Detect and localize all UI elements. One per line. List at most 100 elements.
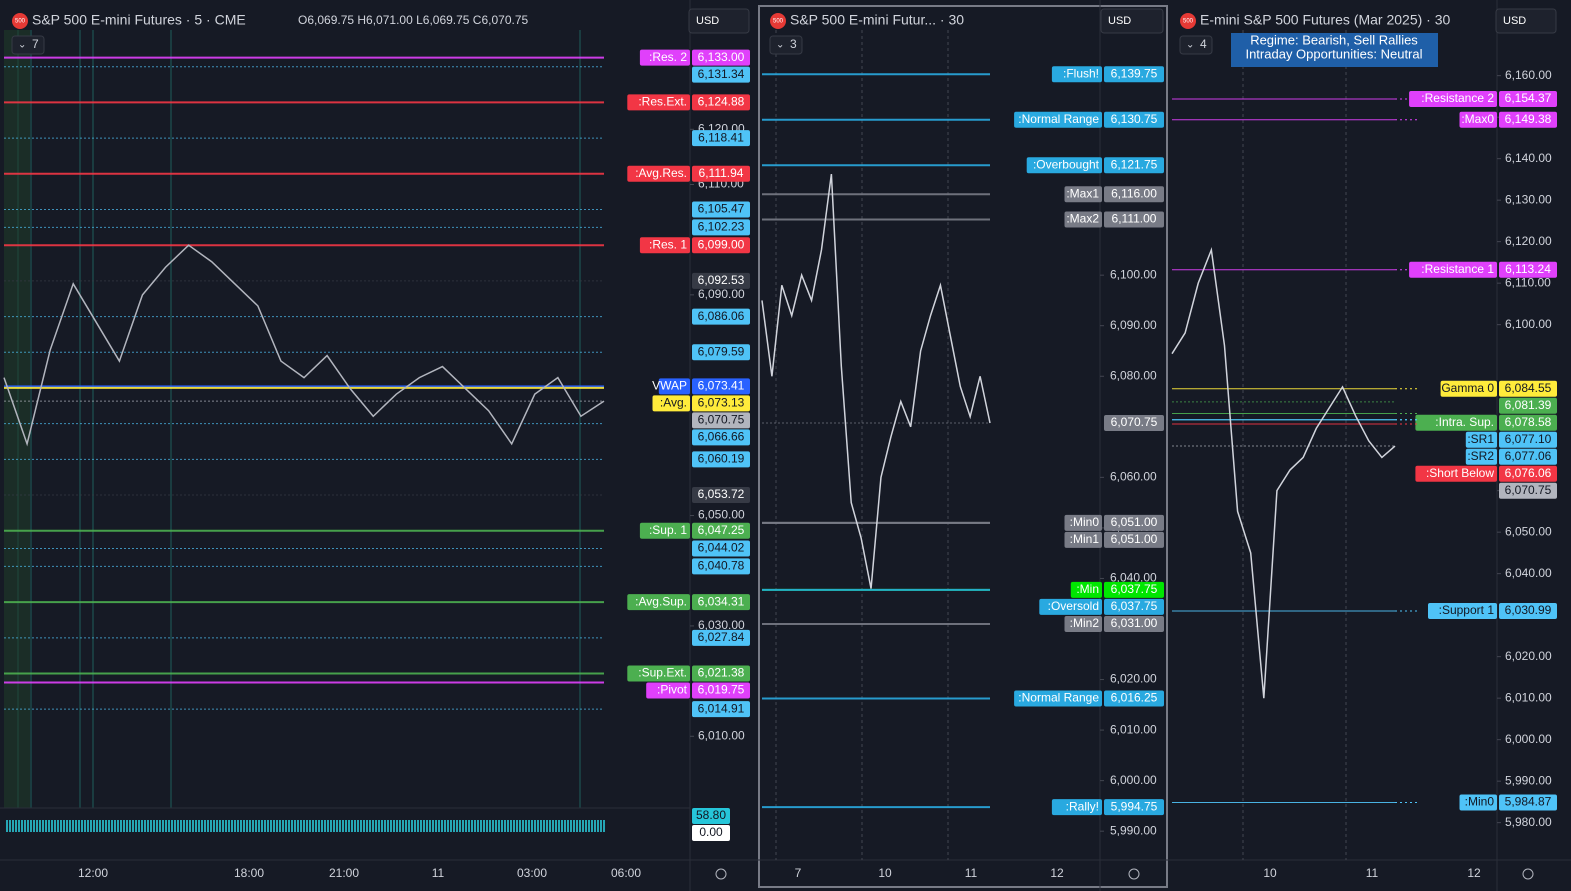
level-value: 6,084.55 <box>1505 381 1552 395</box>
volume-bar <box>486 820 488 832</box>
volume-bar <box>516 820 518 832</box>
time-label: 21:00 <box>329 866 359 880</box>
time-label: 12:00 <box>78 866 108 880</box>
level-value: 6,047.25 <box>698 523 745 537</box>
currency-select[interactable] <box>1495 8 1557 34</box>
level-name-box <box>627 165 690 182</box>
volume-bar <box>579 820 581 832</box>
volume-bar <box>111 820 113 832</box>
volume-bar <box>153 820 155 832</box>
level-value: 6,030.99 <box>1505 603 1552 617</box>
volume-bar <box>249 820 251 832</box>
level-name-box <box>646 682 690 699</box>
level-value-box <box>1499 603 1557 620</box>
level-value: 6,105.47 <box>698 202 745 216</box>
volume-bar <box>504 820 506 832</box>
level-name: :Oversold <box>1048 599 1099 613</box>
level-value-box <box>1499 431 1557 448</box>
volume-bar <box>522 820 524 832</box>
volume-bar <box>120 820 122 832</box>
volume-bar <box>204 820 206 832</box>
volume-bar <box>21 820 23 832</box>
settings-gear[interactable] <box>1128 868 1140 880</box>
level-value-box <box>1104 615 1164 632</box>
level-name-box <box>1051 799 1102 816</box>
volume-bar <box>171 820 173 832</box>
symbol-logo-bg <box>1180 13 1196 29</box>
indicator-toggle[interactable] <box>1179 35 1213 55</box>
volume-bar <box>75 820 77 832</box>
level-name: :Intra. Sup. <box>1435 415 1494 429</box>
indicator-toggle[interactable] <box>769 35 803 55</box>
volume-bar <box>354 820 356 832</box>
volume-bar <box>411 820 413 832</box>
time-label: 11 <box>965 866 978 880</box>
volume-bar <box>420 820 422 832</box>
volume-bar <box>129 820 131 832</box>
volume-bar <box>165 820 167 832</box>
level-name: :Avg.Res. <box>635 166 687 180</box>
level-name-box <box>1064 186 1102 203</box>
time-label: 18:00 <box>234 866 264 880</box>
level-value-box <box>692 272 750 289</box>
volume-bar <box>282 820 284 832</box>
settings-gear[interactable] <box>715 868 727 880</box>
chart-title[interactable]: S&P 500 E-mini Futur... · 30 <box>790 12 964 28</box>
volume-bar <box>99 820 101 832</box>
volume-bar <box>93 820 95 832</box>
y-tick-label: 6,040.00 <box>1110 571 1157 585</box>
volume-bar <box>81 820 83 832</box>
volume-bar <box>465 820 467 832</box>
y-tick-label: 5,990.00 <box>1110 823 1157 837</box>
level-value: 6,051.00 <box>1111 532 1158 546</box>
volume-bar <box>357 820 359 832</box>
level-value: 6,070.75 <box>1111 415 1158 429</box>
indicator-toggle[interactable] <box>11 35 45 55</box>
volume-bar <box>9 820 11 832</box>
currency-select[interactable] <box>1100 8 1164 34</box>
volume-bar <box>351 820 353 832</box>
volume-bar <box>585 820 587 832</box>
level-name: :Flush! <box>1063 66 1099 80</box>
time-label: 12 <box>1050 866 1064 880</box>
level-value: 6,077.06 <box>1505 449 1552 463</box>
level-value-box <box>1104 186 1164 203</box>
level-value-box <box>1499 91 1557 108</box>
volume-bar <box>378 820 380 832</box>
level-value-box <box>1104 598 1164 615</box>
volume-bar <box>261 820 263 832</box>
settings-gear[interactable] <box>1522 868 1534 880</box>
level-name-box <box>1064 531 1102 548</box>
level-value-box <box>1499 414 1557 431</box>
currency-select[interactable] <box>688 8 750 34</box>
y-tick-label: 6,100.00 <box>1505 317 1552 331</box>
volume-bar <box>543 820 545 832</box>
volume-bar <box>507 820 509 832</box>
level-name-box <box>1026 157 1102 174</box>
level-value: 6,073.41 <box>698 379 745 393</box>
level-value: 6,016.25 <box>1111 691 1158 705</box>
level-name: :Min0 <box>1465 795 1495 809</box>
volume-bar <box>219 820 221 832</box>
volume-bar <box>285 820 287 832</box>
level-name: :Min <box>1076 582 1099 596</box>
volume-bar <box>30 820 32 832</box>
volume-bar <box>174 820 176 832</box>
time-label: 7 <box>795 866 802 880</box>
y-tick-label: 6,110.00 <box>1505 275 1551 289</box>
chart-title[interactable]: E-mini S&P 500 Futures (Mar 2025) · 30 <box>1200 12 1451 28</box>
volume-bar <box>423 820 425 832</box>
level-name-box <box>1070 581 1102 598</box>
level-value-box <box>1104 157 1164 174</box>
volume-bar <box>54 820 56 832</box>
level-value: 6,077.10 <box>1505 432 1552 446</box>
volume-bar <box>360 820 362 832</box>
volume-bar <box>513 820 515 832</box>
chart-title[interactable]: S&P 500 E-mini Futures · 5 · CME <box>32 12 246 28</box>
level-value-box <box>692 237 750 254</box>
volume-bar <box>39 820 41 832</box>
level-name-box <box>639 49 690 66</box>
level-name: :Min1 <box>1070 532 1100 546</box>
level-value-box <box>692 540 750 557</box>
volume-bar <box>315 820 317 832</box>
